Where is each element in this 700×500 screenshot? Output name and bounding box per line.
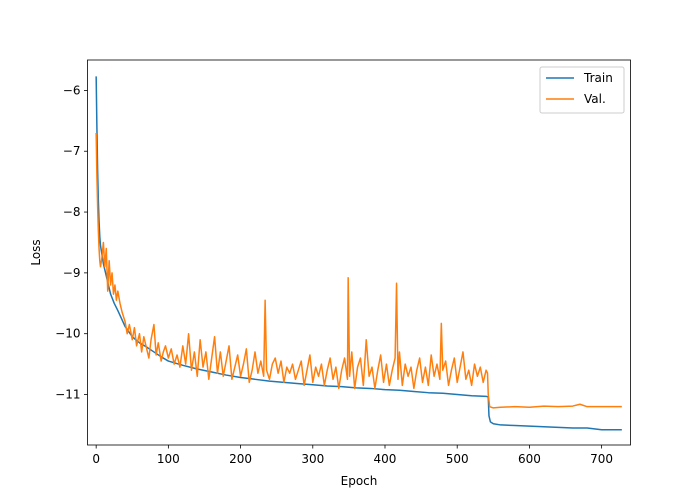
- x-tick-label: 700: [590, 452, 613, 466]
- y-axis-label: Loss: [29, 239, 43, 265]
- y-tick-label: −10: [55, 327, 80, 341]
- series-line-train: [95, 76, 622, 431]
- x-tick-label: 600: [518, 452, 541, 466]
- x-tick-label: 500: [446, 452, 469, 466]
- plot-lines: [95, 76, 622, 431]
- x-tick-label: 0: [92, 452, 100, 466]
- x-axis: 0 100 200 300 400 500 600 700: [92, 445, 613, 466]
- y-tick-label: −9: [63, 266, 81, 280]
- y-tick-label: −7: [63, 144, 81, 158]
- legend: Train Val.: [539, 66, 625, 114]
- x-tick-label: 100: [157, 452, 180, 466]
- y-axis: −11 −10 −9 −8 −7 −6: [55, 83, 88, 402]
- x-tick-label: 300: [301, 452, 324, 466]
- y-tick-label: −11: [55, 388, 80, 402]
- y-tick-label: −8: [63, 205, 81, 219]
- x-tick-label: 200: [229, 452, 252, 466]
- series-line-val: [95, 132, 622, 409]
- legend-label-train: Train: [583, 71, 613, 85]
- y-tick-label: −6: [63, 83, 81, 97]
- x-axis-label: Epoch: [341, 474, 378, 488]
- plot-frame: [87, 59, 631, 446]
- legend-label-val: Val.: [584, 92, 606, 106]
- x-tick-label: 400: [374, 452, 397, 466]
